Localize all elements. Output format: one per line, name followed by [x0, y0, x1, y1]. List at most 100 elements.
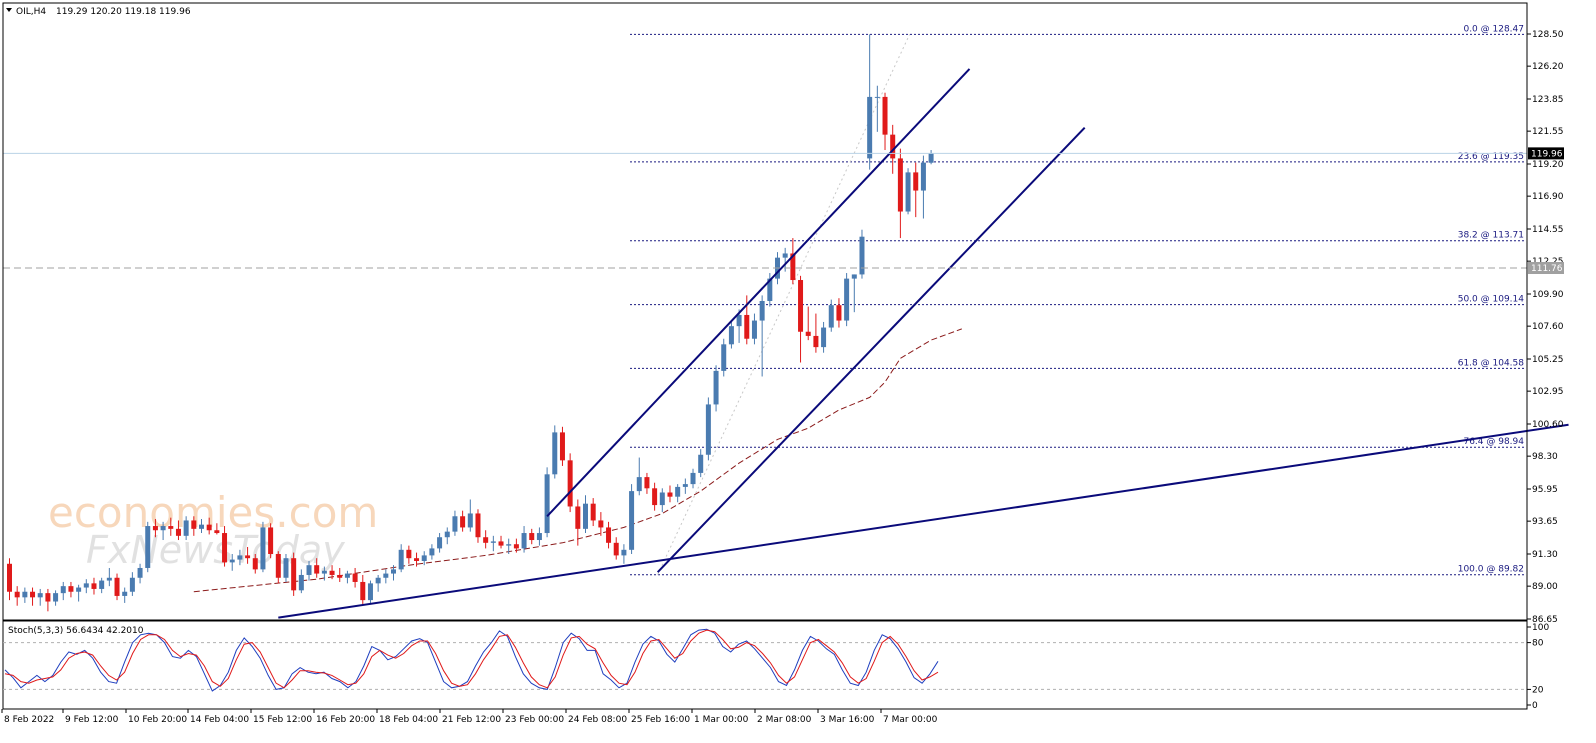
- candle-body: [206, 524, 212, 531]
- candle-body: [30, 591, 36, 598]
- trend-line: [546, 68, 971, 517]
- candle-body: [22, 591, 28, 598]
- time-tick-label: 2 Mar 08:00: [757, 715, 812, 725]
- candle-body: [452, 516, 458, 532]
- candle-body: [114, 577, 120, 596]
- watermark-text-line2: FxNewsToday: [86, 528, 345, 572]
- moving-average: [193, 328, 962, 593]
- candle-body: [813, 335, 819, 348]
- candle-body: [759, 300, 765, 321]
- candle-body: [698, 454, 704, 473]
- stochastic-signal-line: [4, 629, 939, 689]
- time-tick-label: 8 Feb 2022: [4, 715, 54, 725]
- candle-body: [521, 533, 527, 549]
- candle-body: [859, 236, 865, 275]
- candle-body: [37, 593, 43, 598]
- moving-average-line: [193, 328, 962, 593]
- candle-body: [429, 548, 435, 556]
- time-axis[interactable]: 8 Feb 2022 9 Feb 12:00 10 Feb 20:00 14 Feb …: [1, 709, 938, 725]
- candle-body: [828, 305, 834, 328]
- time-tick-label: 3 Mar 16:00: [820, 715, 875, 725]
- stochastic-main-line: [4, 628, 939, 692]
- candle-body: [214, 530, 220, 534]
- candle-body: [782, 253, 788, 258]
- price-level-label: 111.76: [1531, 264, 1563, 274]
- candle-body: [152, 526, 158, 531]
- candle-body: [513, 544, 519, 549]
- price-tick-label: 128.50: [1532, 30, 1564, 40]
- candle-body: [76, 587, 82, 592]
- price-tick-label: 93.65: [1532, 517, 1558, 527]
- stochastic-panel-frame: [2, 620, 1528, 710]
- candle-body: [798, 280, 804, 332]
- price-tick-label: 89.00: [1532, 582, 1558, 592]
- price-level-lines: [3, 152, 1527, 269]
- candle-body: [268, 527, 274, 554]
- candle-body: [360, 581, 366, 601]
- candle-body: [544, 474, 550, 534]
- candle-body: [721, 344, 727, 371]
- candle-body: [667, 492, 673, 497]
- price-tick-label: 126.20: [1532, 62, 1564, 72]
- candle-body: [45, 593, 51, 602]
- current-price-label: 119.96: [1531, 149, 1563, 159]
- candle-body: [744, 314, 750, 339]
- time-tick-label: 24 Feb 08:00: [568, 715, 627, 725]
- trend-line: [278, 423, 1569, 619]
- candle-body: [629, 491, 635, 550]
- candle-body: [321, 570, 327, 574]
- candle-body: [536, 533, 542, 541]
- candle-body: [575, 506, 581, 529]
- candle-body: [7, 563, 12, 592]
- candle-body: [106, 577, 112, 581]
- candle-body: [83, 583, 89, 588]
- candle-body: [583, 503, 588, 529]
- candle-body: [283, 558, 289, 578]
- price-tick-label: 102.95: [1532, 387, 1564, 397]
- time-tick-label: 25 Feb 16:00: [631, 715, 690, 725]
- time-tick-label: 16 Feb 20:00: [316, 715, 375, 725]
- stochastic-tick-label: 0: [1532, 701, 1538, 711]
- candle-body: [329, 570, 335, 575]
- price-tick-label: 91.30: [1532, 550, 1558, 560]
- price-tick-label: 114.55: [1532, 225, 1564, 235]
- price-axis[interactable]: 128.50 126.20 123.85 121.55 119.20 116.90 114.…: [1527, 30, 1564, 625]
- candle-body: [529, 533, 535, 541]
- candle-body: [314, 565, 320, 574]
- candle-body: [682, 484, 688, 487]
- price-tick-label: 98.30: [1532, 452, 1558, 462]
- fib-level-label: 100.0 @ 89.82: [1458, 565, 1524, 575]
- candle-body: [91, 583, 97, 589]
- stochastic-tick-label: 20: [1532, 685, 1544, 695]
- candle-body: [467, 513, 473, 528]
- price-tick-label: 119.20: [1532, 160, 1564, 170]
- candle-body: [675, 486, 681, 497]
- time-tick-label: 7 Mar 00:00: [883, 715, 938, 725]
- candle-body: [598, 520, 604, 528]
- candle-body: [636, 477, 642, 492]
- symbol-label: OIL,H4: [16, 7, 46, 17]
- candle-body: [844, 278, 850, 321]
- candle-body: [613, 542, 619, 556]
- candle-body: [391, 569, 396, 574]
- candle-body: [444, 531, 450, 538]
- candle-body: [237, 555, 243, 560]
- time-tick-label: 21 Feb 12:00: [442, 715, 501, 725]
- candle-body: [867, 96, 873, 159]
- candle-body: [644, 477, 650, 489]
- candle-body: [882, 96, 888, 135]
- trend-line: [656, 126, 1086, 573]
- candle-body: [137, 567, 143, 578]
- candles: [7, 34, 934, 612]
- fib-level-label: 23.6 @ 119.35: [1458, 152, 1524, 162]
- candle-body: [767, 278, 773, 301]
- trend-lines[interactable]: [278, 68, 1569, 619]
- candle-body: [252, 558, 258, 570]
- main-panel-frame: [2, 2, 1528, 621]
- stochastic-title: Stoch(5,3,3) 56.6434 42.2010: [8, 626, 144, 636]
- candle-body: [145, 526, 151, 568]
- collapse-triangle-icon[interactable]: [6, 8, 12, 12]
- candle-body: [790, 253, 796, 281]
- candle-body: [851, 274, 857, 279]
